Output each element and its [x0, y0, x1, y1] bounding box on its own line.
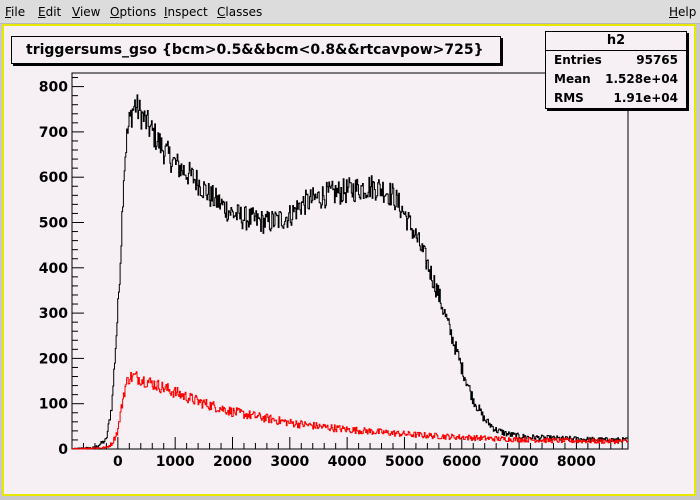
stats-label: Mean	[554, 72, 591, 86]
menu-accelerator: O	[110, 5, 120, 19]
menu-edit[interactable]: Edit	[38, 5, 62, 19]
stats-label: Entries	[554, 53, 602, 67]
x-tick-label: 1000	[156, 454, 195, 470]
menu-accelerator: C	[217, 5, 226, 19]
stats-row-mean: Mean 1.528e+04	[546, 70, 686, 89]
menu-bar: File Edit View Options Inspect Classes Help	[0, 0, 700, 24]
x-tick-label: 2000	[213, 454, 252, 470]
stats-value: 1.91e+04	[613, 91, 679, 105]
menu-accelerator: I	[164, 5, 168, 19]
menu-classes[interactable]: Classes	[217, 5, 263, 19]
x-tick-label: 0	[113, 454, 123, 470]
menu-file[interactable]: File	[5, 5, 26, 19]
menu-accelerator: V	[72, 5, 80, 19]
stats-box: h2 Entries 95765 Mean 1.528e+04 RMS 1.91e+04	[545, 31, 687, 109]
plot-title: triggersums_gso {bcm>0.5&&bcm<0.8&&rtcav…	[26, 42, 484, 58]
stats-value: 1.528e+04	[605, 72, 678, 86]
plot-canvas[interactable]: 0 100 200 300 400 500 600 700 800 0 1000 2000 3000 40…	[2, 24, 696, 496]
y-tick-label: 500	[39, 215, 68, 231]
x-tick-label: 8000	[557, 454, 596, 470]
plot-frame	[71, 72, 629, 450]
histogram-series-red	[72, 371, 628, 450]
x-tick-label: 7000	[500, 454, 539, 470]
stats-row-rms: RMS 1.91e+04	[546, 89, 686, 108]
stats-label: RMS	[554, 91, 584, 105]
x-tick-label: 3000	[270, 454, 309, 470]
y-tick-label: 200	[39, 351, 68, 367]
stats-name: h2	[546, 32, 686, 51]
y-tick-label: 0	[58, 442, 68, 458]
menu-help[interactable]: Help	[669, 5, 697, 19]
menu-accelerator: H	[669, 5, 679, 19]
y-tick-label: 300	[39, 306, 68, 322]
x-tick-label: 6000	[442, 454, 481, 470]
stats-row-entries: Entries 95765	[546, 51, 686, 70]
menu-accelerator: F	[5, 5, 12, 19]
x-tick-label: 5000	[385, 454, 424, 470]
stats-rows: Entries 95765 Mean 1.528e+04 RMS 1.91e+04	[546, 51, 686, 108]
y-tick-label: 800	[39, 80, 68, 96]
plot-title-box: triggersums_gso {bcm>0.5&&bcm<0.8&&rtcav…	[11, 36, 501, 64]
y-tick-label: 400	[39, 261, 68, 277]
menu-options[interactable]: Options	[110, 5, 157, 19]
y-tick-label: 100	[39, 397, 68, 413]
histogram-series-black	[72, 94, 628, 450]
x-tick-label: 4000	[328, 454, 367, 470]
y-tick-label: 700	[39, 125, 68, 141]
y-tick-label: 600	[39, 170, 68, 186]
menu-view[interactable]: View	[72, 5, 101, 19]
menu-accelerator: E	[38, 5, 46, 19]
stats-value: 95765	[636, 53, 678, 67]
menu-inspect[interactable]: Inspect	[164, 5, 208, 19]
